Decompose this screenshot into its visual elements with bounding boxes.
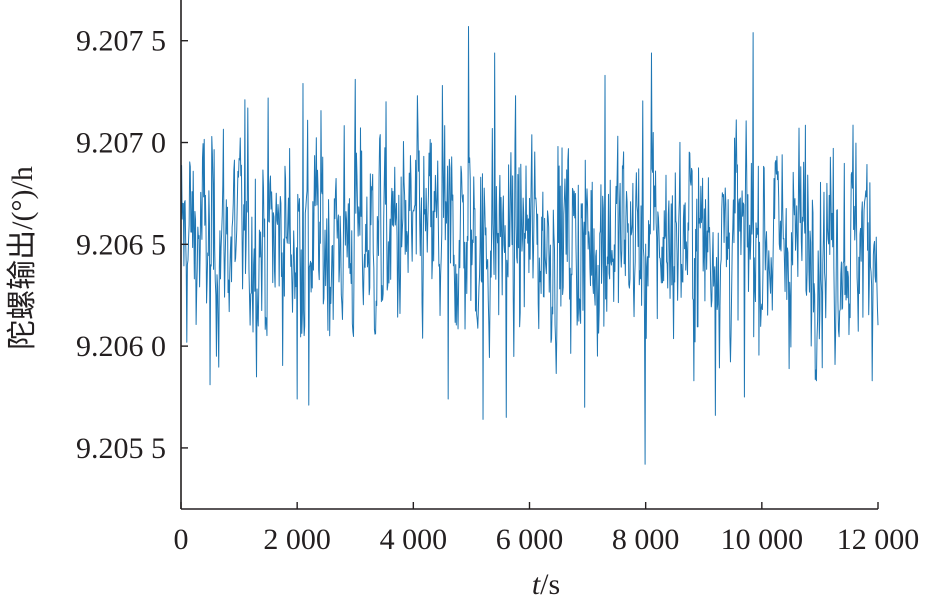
x-tick-label: 0 (174, 523, 189, 556)
x-tick-label: 6 000 (496, 523, 564, 556)
series-line (180, 25, 879, 465)
y-tick-label: 9.206 0 (76, 330, 166, 363)
x-tick-label: 2 000 (263, 523, 331, 556)
x-tick-label: 8 000 (612, 523, 680, 556)
x-axis-title: t/s (532, 568, 560, 601)
y-axis-title: 陀螺输出/(°)/h (6, 166, 39, 350)
y-tick-label: 9.205 5 (76, 432, 166, 465)
x-axis-title-unit: /s (540, 568, 560, 601)
y-tick-label: 9.207 5 (76, 25, 166, 58)
x-tick-label: 10 000 (721, 523, 804, 556)
x-axis: 0 2 000 4 000 6 000 8 000 10 000 12 000 (174, 502, 920, 556)
y-tick-label: 9.207 0 (76, 127, 166, 160)
x-tick-label: 4 000 (380, 523, 448, 556)
y-axis: 9.205 5 9.206 0 9.206 5 9.207 0 9.207 5 (76, 0, 188, 509)
x-axis-title-variable: t (532, 568, 541, 601)
plot-area (180, 25, 879, 465)
x-tick-label: 12 000 (837, 523, 920, 556)
y-tick-label: 9.206 5 (76, 228, 166, 261)
